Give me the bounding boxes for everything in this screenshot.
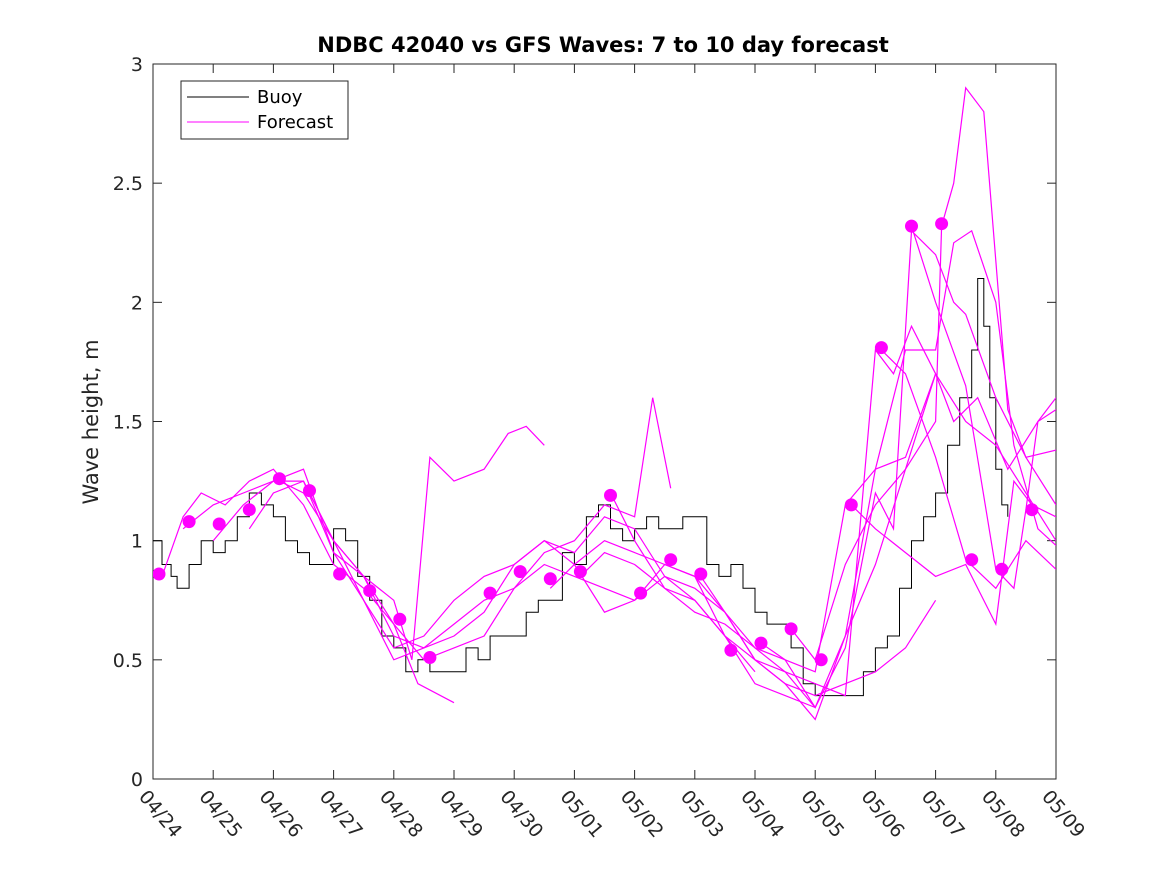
y-tick-label: 0.5 bbox=[113, 650, 143, 672]
y-tick-label: 2 bbox=[131, 292, 143, 314]
forecast-series-line-10 bbox=[700, 229, 1056, 709]
forecast-marker bbox=[814, 653, 828, 667]
forecast-marker bbox=[874, 341, 888, 355]
forecast-marker bbox=[182, 515, 196, 529]
forecast-series-line-2 bbox=[182, 425, 545, 660]
forecast-marker bbox=[303, 484, 316, 498]
forecast-marker bbox=[272, 472, 286, 486]
forecast-marker bbox=[153, 567, 166, 581]
legend-box bbox=[180, 80, 349, 140]
forecast-marker bbox=[1025, 503, 1039, 517]
data-layer bbox=[153, 86, 1056, 721]
forecast-marker bbox=[604, 488, 617, 502]
forecast-marker bbox=[784, 622, 798, 636]
forecast-marker bbox=[634, 586, 648, 600]
y-tick-label: 1.5 bbox=[113, 412, 143, 434]
forecast-series-line-13 bbox=[850, 479, 1056, 627]
forecast-marker bbox=[995, 562, 1009, 576]
forecast-marker bbox=[664, 553, 678, 567]
forecast-marker bbox=[724, 643, 738, 657]
forecast-marker bbox=[333, 567, 347, 581]
forecast-marker bbox=[694, 567, 708, 581]
legend-buoy-label: Buoy bbox=[257, 87, 303, 108]
forecast-marker bbox=[844, 498, 858, 512]
forecast-series-line-4 bbox=[248, 480, 756, 673]
forecast-marker bbox=[935, 217, 949, 231]
y-tick-label: 2.5 bbox=[113, 173, 143, 195]
forecast-series-line-3 bbox=[212, 397, 672, 649]
legend: Buoy Forecast bbox=[180, 80, 349, 140]
forecast-marker bbox=[363, 584, 377, 598]
legend-forecast-label: Forecast bbox=[257, 112, 333, 133]
y-tick-label: 3 bbox=[131, 54, 143, 76]
buoy-series-line bbox=[153, 278, 1009, 697]
y-tick-label: 1 bbox=[131, 531, 143, 553]
forecast-series-line-11 bbox=[760, 229, 1056, 673]
forecast-marker bbox=[543, 572, 557, 586]
forecast-marker bbox=[905, 219, 918, 233]
forecast-marker bbox=[212, 517, 226, 531]
chart-title: NDBC 42040 vs GFS Waves: 7 to 10 day for… bbox=[317, 33, 888, 57]
forecast-series-line-9 bbox=[609, 324, 1056, 697]
forecast-marker bbox=[754, 636, 768, 650]
forecast-marker bbox=[423, 651, 437, 664]
forecast-marker bbox=[242, 503, 256, 517]
forecast-marker bbox=[393, 612, 407, 626]
y-tick-label: 0 bbox=[131, 769, 143, 791]
forecast-marker bbox=[483, 586, 497, 600]
axes-box bbox=[152, 63, 1057, 780]
forecast-marker bbox=[513, 565, 527, 579]
forecast-series-line-15 bbox=[910, 225, 1056, 590]
forecast-marker bbox=[965, 553, 979, 567]
y-axis-label: Wave height, m bbox=[79, 339, 103, 504]
forecast-marker bbox=[573, 565, 587, 579]
